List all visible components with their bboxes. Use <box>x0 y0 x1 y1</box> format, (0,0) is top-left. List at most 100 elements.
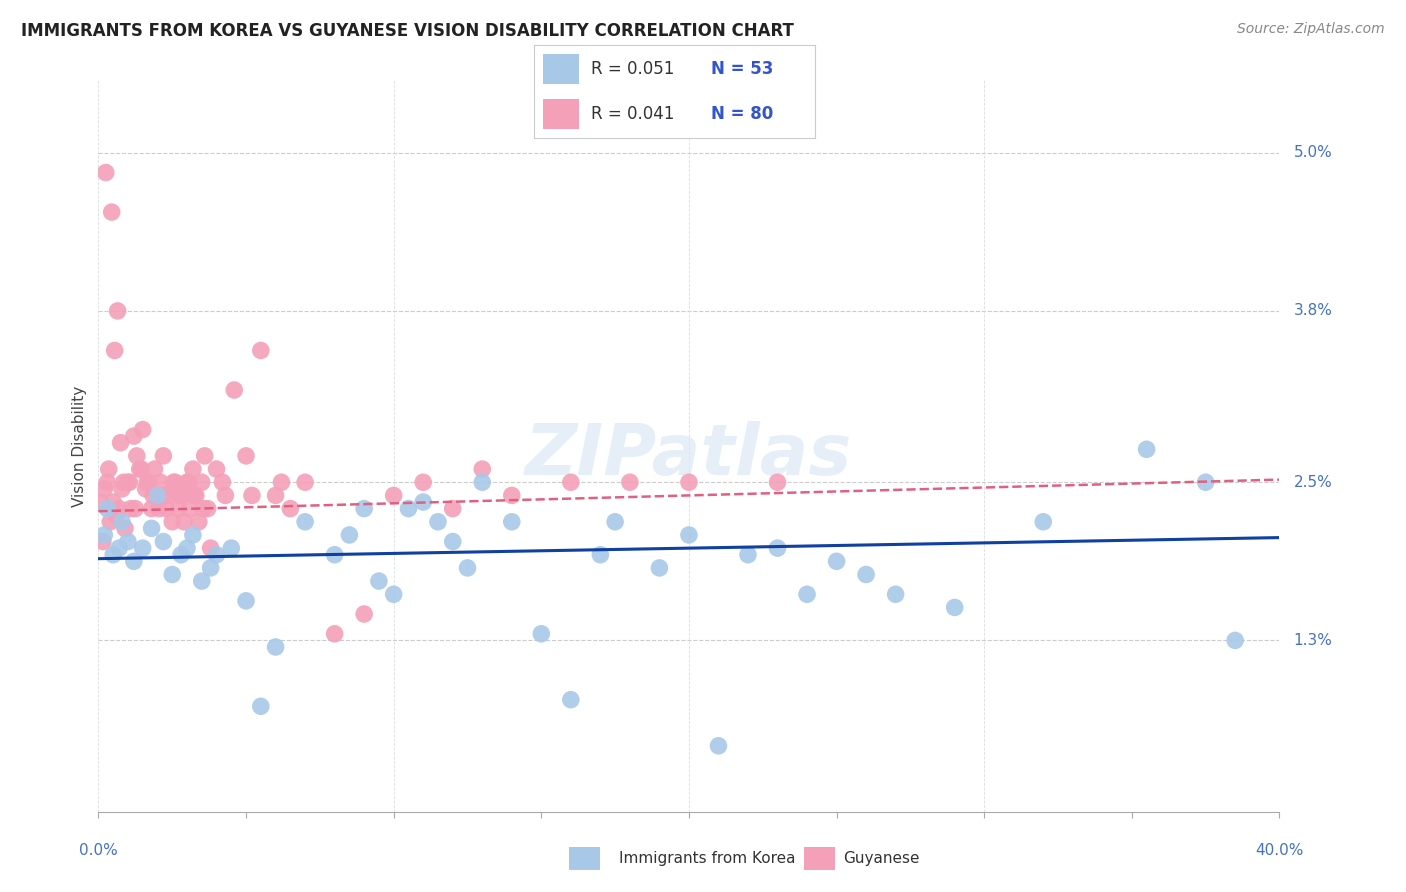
Point <box>501 488 523 502</box>
Point <box>96 475 118 490</box>
Point <box>153 488 176 502</box>
Point <box>471 462 494 476</box>
Point <box>855 567 877 582</box>
Point <box>108 541 131 556</box>
Point <box>98 515 121 529</box>
Text: 5.0%: 5.0% <box>1294 145 1333 161</box>
Point <box>1135 442 1157 457</box>
Point <box>294 515 316 529</box>
Point <box>100 205 122 219</box>
Point <box>176 475 198 490</box>
Point <box>155 501 177 516</box>
Point <box>530 627 553 641</box>
Point <box>157 488 180 502</box>
Point <box>382 488 405 502</box>
Point <box>323 627 346 641</box>
Text: IMMIGRANTS FROM KOREA VS GUYANESE VISION DISABILITY CORRELATION CHART: IMMIGRANTS FROM KOREA VS GUYANESE VISION… <box>21 22 794 40</box>
Point <box>264 640 287 654</box>
Point <box>117 534 139 549</box>
Point <box>141 521 163 535</box>
Point <box>678 528 700 542</box>
Point <box>456 561 478 575</box>
Point <box>264 488 287 502</box>
Point <box>200 561 222 575</box>
Point <box>184 488 207 502</box>
Point <box>825 554 848 568</box>
Point <box>170 488 193 502</box>
Point <box>122 429 145 443</box>
Point <box>235 449 257 463</box>
Point <box>122 554 145 568</box>
Point <box>353 607 375 621</box>
Point <box>943 600 966 615</box>
Point <box>766 475 789 490</box>
Point <box>240 488 263 502</box>
Point <box>96 501 118 516</box>
Point <box>707 739 730 753</box>
Y-axis label: Vision Disability: Vision Disability <box>72 385 87 507</box>
Point <box>162 567 183 582</box>
Point <box>146 488 169 502</box>
Point <box>270 475 292 490</box>
Point <box>441 534 464 549</box>
Point <box>97 462 120 476</box>
Text: 3.8%: 3.8% <box>1294 303 1333 318</box>
Text: Source: ZipAtlas.com: Source: ZipAtlas.com <box>1237 22 1385 37</box>
Point <box>884 587 907 601</box>
Point <box>136 475 159 490</box>
Point <box>89 495 111 509</box>
Point <box>107 304 129 318</box>
Point <box>179 501 201 516</box>
Point <box>294 475 316 490</box>
Text: Immigrants from Korea: Immigrants from Korea <box>619 851 796 865</box>
Point <box>93 482 115 496</box>
Point <box>766 541 789 556</box>
Point <box>129 462 152 476</box>
Point <box>193 501 215 516</box>
Point <box>94 165 117 179</box>
Point <box>427 515 450 529</box>
Point <box>167 501 190 516</box>
Point <box>560 692 582 706</box>
Point <box>170 548 193 562</box>
Point <box>162 515 183 529</box>
Point <box>250 699 273 714</box>
Text: 0.0%: 0.0% <box>79 843 118 858</box>
Text: Guyanese: Guyanese <box>844 851 920 865</box>
Point <box>149 475 172 490</box>
Point <box>117 475 139 490</box>
Point <box>103 495 125 509</box>
Point <box>111 482 134 496</box>
Point <box>125 449 148 463</box>
Point <box>796 587 818 601</box>
Point <box>110 435 132 450</box>
Point <box>1195 475 1218 490</box>
Point <box>648 561 671 575</box>
Point <box>103 548 125 562</box>
Point <box>112 475 135 490</box>
Point <box>194 449 217 463</box>
Point <box>205 548 228 562</box>
Point <box>337 528 360 542</box>
Point <box>211 475 233 490</box>
Point <box>200 541 222 556</box>
Point <box>278 501 302 516</box>
Point <box>619 475 641 490</box>
Point <box>560 475 582 490</box>
Point <box>124 501 146 516</box>
Point <box>128 462 150 476</box>
Point <box>412 475 434 490</box>
Point <box>111 515 134 529</box>
Point <box>143 462 166 476</box>
Point <box>368 574 391 588</box>
Point <box>105 508 128 523</box>
Point <box>146 488 169 502</box>
Point <box>441 501 464 516</box>
Point <box>177 475 200 490</box>
Text: 2.5%: 2.5% <box>1294 475 1333 490</box>
Bar <box>543 99 579 129</box>
Point <box>219 541 243 556</box>
Point <box>197 501 219 516</box>
Point <box>108 501 131 516</box>
Point <box>141 501 163 516</box>
